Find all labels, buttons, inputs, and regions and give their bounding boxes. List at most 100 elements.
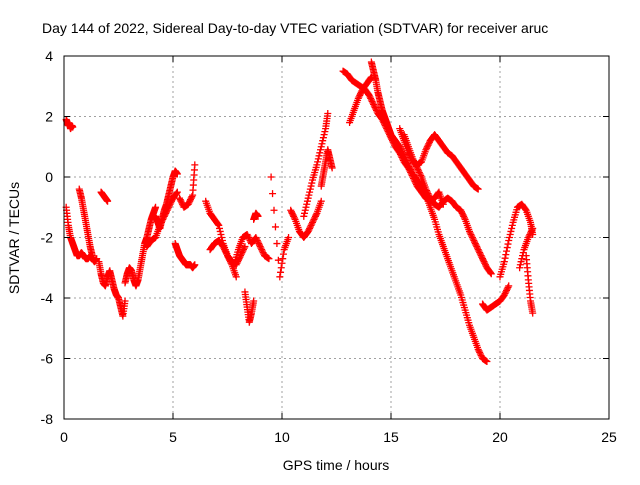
x-tick-label: 25 [601, 429, 617, 445]
data-point [173, 170, 181, 178]
data-point [370, 102, 378, 110]
data-point [187, 194, 195, 202]
data-point [241, 243, 249, 251]
data-point [303, 200, 311, 208]
data-point [483, 358, 491, 366]
data-point [407, 167, 415, 175]
data-series-arc-m [230, 230, 273, 269]
data-point [253, 237, 261, 245]
data-point [224, 252, 231, 260]
data-point [410, 156, 418, 164]
data-point [320, 131, 328, 139]
data-point [527, 229, 535, 237]
data-point [506, 230, 514, 238]
data-point [307, 182, 315, 190]
y-tick-label: 4 [45, 48, 53, 64]
data-point [185, 199, 193, 207]
data-point [366, 93, 374, 101]
data-point [519, 252, 527, 260]
data-point [319, 134, 327, 142]
data-point [173, 188, 181, 196]
data-point [371, 103, 379, 111]
data-point [319, 137, 327, 145]
data-point [476, 348, 484, 356]
data-point [88, 252, 96, 260]
data-point [356, 90, 364, 98]
data-point [521, 205, 529, 213]
data-point [254, 238, 262, 246]
data-point [477, 351, 485, 359]
data-point [188, 193, 196, 201]
data-point [259, 249, 267, 257]
data-point [214, 220, 222, 228]
data-point [160, 214, 168, 222]
data-series-arc-r [300, 109, 332, 220]
data-point [505, 237, 513, 245]
data-point [525, 232, 533, 240]
data-point [422, 146, 430, 154]
data-point [157, 220, 165, 228]
data-series-arc-i [171, 240, 199, 272]
data-series-arc-w [396, 125, 482, 193]
data-point [315, 152, 323, 160]
data-point [457, 208, 465, 216]
y-tick-label: -8 [41, 411, 54, 427]
data-point [178, 199, 186, 207]
data-point [317, 197, 325, 205]
data-point [501, 289, 509, 297]
data-series-arc-p [267, 173, 293, 281]
data-point [191, 161, 199, 169]
data-point [404, 159, 412, 167]
y-tick-label: 0 [45, 169, 53, 185]
data-point [467, 230, 475, 238]
x-tick-label: 0 [60, 429, 68, 445]
data-point [472, 241, 480, 249]
data-point [176, 196, 184, 204]
data-point [465, 227, 473, 235]
data-point [487, 270, 495, 278]
data-point [474, 185, 482, 193]
data-point [473, 243, 481, 251]
data-point [158, 217, 166, 225]
data-point [503, 285, 511, 293]
data-point [313, 161, 321, 169]
data-point [304, 227, 312, 235]
data-point [269, 190, 277, 198]
data-point [478, 253, 486, 261]
data-point [252, 234, 260, 241]
data-series-arc-b [62, 203, 101, 266]
data-point [314, 158, 322, 166]
data-point [250, 297, 258, 305]
data-point [162, 208, 170, 216]
data-point [316, 149, 324, 157]
x-axis-label: GPS time / hours [283, 457, 390, 473]
y-axis-label: SDTVAR / TECUs [6, 182, 22, 294]
data-point [528, 226, 536, 234]
data-point [502, 288, 510, 296]
data-point [271, 223, 279, 231]
data-point [409, 155, 417, 163]
data-point [396, 143, 404, 151]
data-point [425, 140, 433, 148]
data-point [474, 345, 482, 353]
data-point [503, 244, 511, 252]
data-point [314, 155, 322, 163]
data-point [397, 146, 405, 154]
chart-title: Day 144 of 2022, Sidereal Day-to-day VTE… [42, 20, 548, 36]
data-point [186, 196, 194, 204]
data-point [219, 243, 227, 251]
data-point [277, 268, 285, 276]
data-point [357, 88, 365, 96]
data-series-arc-aa [522, 252, 537, 317]
data-point [425, 191, 433, 199]
data-point [273, 240, 281, 248]
data-point [165, 203, 173, 211]
data-point [232, 273, 240, 281]
data-point [221, 246, 229, 254]
data-point [405, 162, 413, 170]
data-point [459, 211, 467, 219]
data-point [422, 185, 430, 193]
data-point [423, 144, 431, 152]
data-point [265, 255, 273, 263]
